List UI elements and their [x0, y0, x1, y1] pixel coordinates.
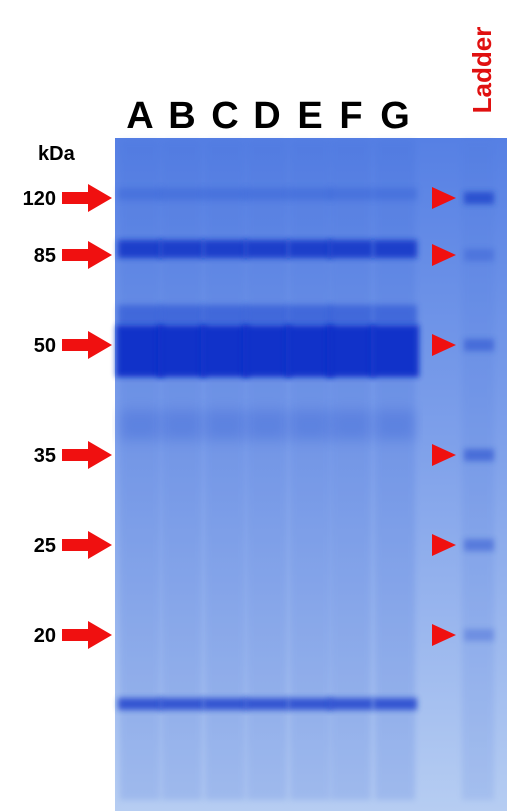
band [118, 188, 162, 200]
ladder-label: Ladder [467, 27, 497, 114]
band [245, 698, 289, 710]
band [205, 410, 245, 440]
marker-arrow [62, 331, 112, 359]
band [118, 698, 162, 710]
band [158, 325, 206, 377]
marker-arrow [62, 531, 112, 559]
band [247, 410, 287, 440]
lane-label: A [126, 95, 153, 137]
band [120, 410, 160, 440]
marker-label: 35 [34, 445, 56, 467]
band [118, 240, 162, 258]
lane-label: G [380, 95, 410, 137]
band [245, 188, 289, 200]
band [243, 325, 291, 377]
band [288, 305, 332, 325]
marker-arrow [62, 184, 112, 212]
band [327, 325, 375, 377]
band [203, 305, 247, 325]
ladder-band [464, 192, 494, 204]
marker-arrow [62, 241, 112, 269]
ladder-band [464, 249, 494, 261]
band [162, 410, 202, 440]
band [288, 188, 332, 200]
band [373, 188, 417, 200]
band [203, 188, 247, 200]
marker-arrow [62, 441, 112, 469]
band [160, 188, 204, 200]
band [288, 240, 332, 258]
band [116, 325, 164, 377]
band [373, 698, 417, 710]
band [201, 325, 249, 377]
band [245, 240, 289, 258]
band [290, 410, 330, 440]
ladder-smear [462, 140, 494, 800]
band [203, 240, 247, 258]
band [373, 305, 417, 325]
lane-label: E [297, 95, 322, 137]
unit-label: kDa [38, 143, 76, 165]
band [329, 698, 373, 710]
band [203, 698, 247, 710]
band [160, 240, 204, 258]
band [118, 305, 162, 325]
lane-label: F [339, 95, 362, 137]
ladder-band [464, 339, 494, 351]
lane-label: D [253, 95, 280, 137]
band [331, 410, 371, 440]
marker-arrow [62, 621, 112, 649]
band [375, 410, 415, 440]
band [329, 188, 373, 200]
marker-label: 20 [34, 625, 56, 647]
ladder-band [464, 629, 494, 641]
band [371, 325, 419, 377]
band [286, 325, 334, 377]
band [160, 305, 204, 325]
marker-label: 25 [34, 535, 56, 557]
gel-figure: ABCDEFG Ladder kDa 120 85 50 35 25 20 [0, 0, 507, 811]
band [329, 240, 373, 258]
marker-label: 120 [23, 188, 56, 210]
band [160, 698, 204, 710]
band [288, 698, 332, 710]
band [329, 305, 373, 325]
marker-label: 50 [34, 335, 56, 357]
marker-label: 85 [34, 245, 56, 267]
ladder-band [464, 449, 494, 461]
lane-label: C [211, 95, 238, 137]
lane-label: B [168, 95, 195, 137]
band [245, 305, 289, 325]
band [373, 240, 417, 258]
ladder-band [464, 539, 494, 551]
